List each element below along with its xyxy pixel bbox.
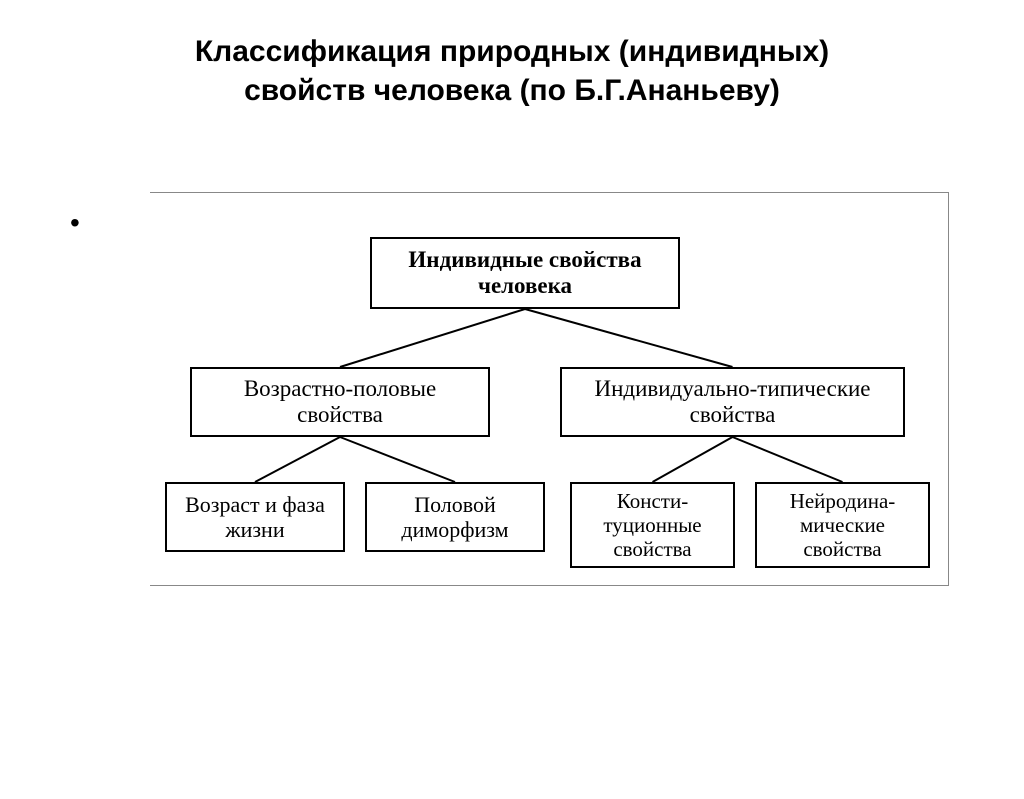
tree-node-rr: Нейродина-мические свойства	[755, 482, 930, 568]
tree-node-right: Индивидуально-типические свойства	[560, 367, 905, 437]
tree-node-root: Индивидные свойства человека	[370, 237, 680, 309]
tree-node-lr: Половой диморфизм	[365, 482, 545, 552]
tree-node-left: Возрастно-половые свойства	[190, 367, 490, 437]
tree-node-ll: Возраст и фаза жизни	[165, 482, 345, 552]
bullet-point: •	[70, 207, 80, 239]
title-line-1: Классификация природных (индивидных)	[195, 35, 829, 68]
page-title: Классификация природных (индивидных) сво…	[0, 32, 1024, 110]
tree-node-rl: Консти-туционные свойства	[570, 482, 735, 568]
title-line-2: свойств человека (по Б.Г.Ананьеву)	[244, 74, 780, 107]
